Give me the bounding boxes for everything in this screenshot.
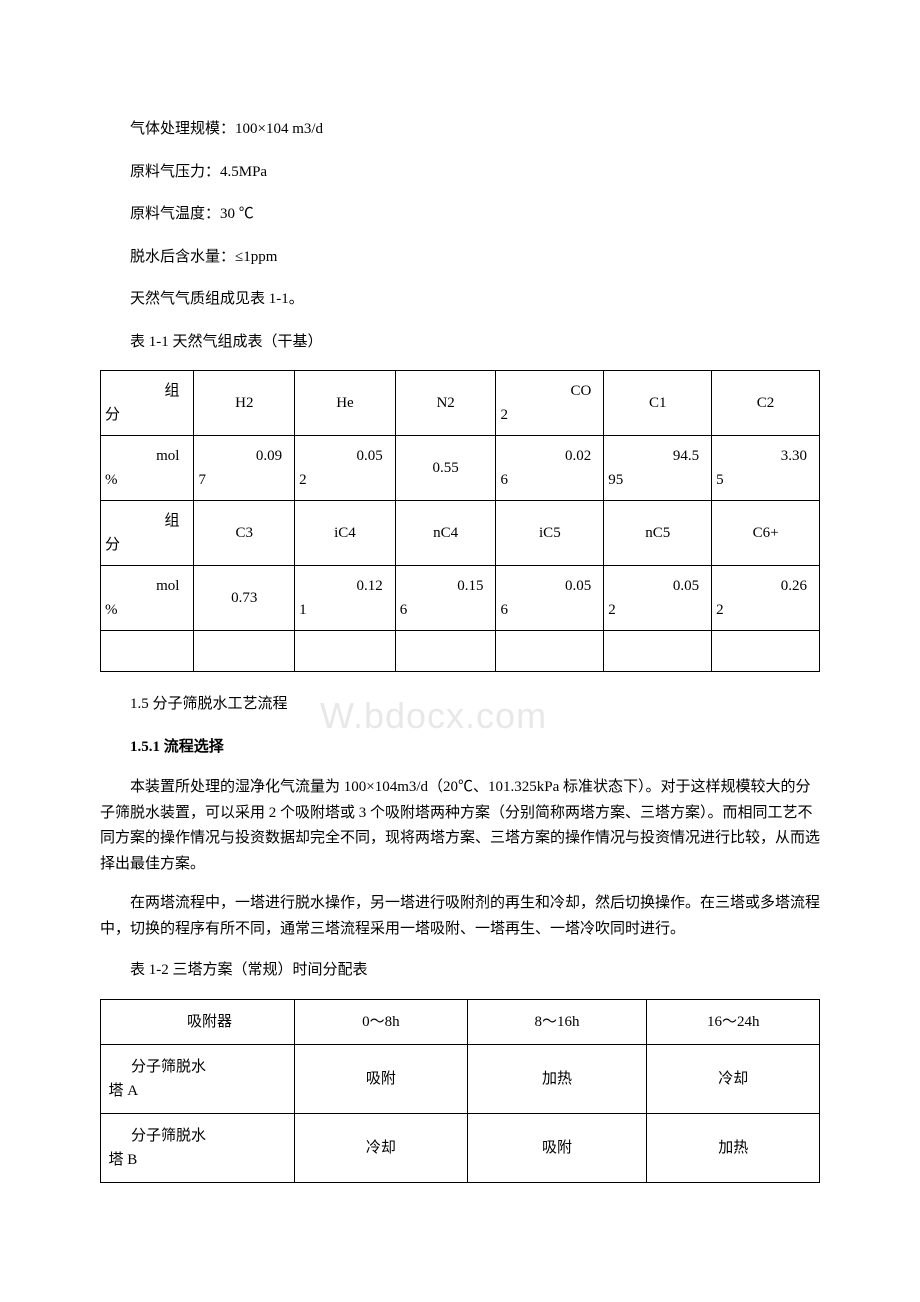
table-row <box>101 631 820 672</box>
cell <box>295 631 396 672</box>
cell: 冷却 <box>647 1044 820 1113</box>
cell <box>194 631 295 672</box>
gas-composition-table: 组 分 H2 He N2 CO 2 C1 C2 mol % 0.09 7 0.0… <box>100 370 820 672</box>
cell: 0.02 6 <box>496 436 604 501</box>
cell: 0.05 6 <box>496 566 604 631</box>
table2-caption: 表 1-2 三塔方案（常规）时间分配表 <box>100 956 820 985</box>
cell-label: 组 分 <box>101 501 194 566</box>
cell-label: mol % <box>101 436 194 501</box>
cell: He <box>295 371 396 436</box>
spec-processing-scale: 气体处理规模：100×104 m3/d <box>100 115 820 144</box>
section-heading-1-5-1: 1.5.1 流程选择 <box>100 733 820 762</box>
cell: 94.5 95 <box>604 436 712 501</box>
cell: C3 <box>194 501 295 566</box>
section-heading-1-5: 1.5 分子筛脱水工艺流程 W.bdocx.com <box>100 690 820 719</box>
cell: C6+ <box>712 501 820 566</box>
cell: N2 <box>395 371 496 436</box>
cell <box>604 631 712 672</box>
cell: 0.05 2 <box>295 436 396 501</box>
cell: 0.12 1 <box>295 566 396 631</box>
cell: 0.26 2 <box>712 566 820 631</box>
cell: 加热 <box>467 1044 647 1113</box>
cell: 分子筛脱水 塔 A <box>101 1044 295 1113</box>
cell: 加热 <box>647 1113 820 1182</box>
cell-header: 0～8h <box>295 999 468 1044</box>
cell <box>395 631 496 672</box>
table-row: 组 分 H2 He N2 CO 2 C1 C2 <box>101 371 820 436</box>
cell: 冷却 <box>295 1113 468 1182</box>
cell-header: 16～24h <box>647 999 820 1044</box>
spec-composition-ref: 天然气气质组成见表 1-1。 <box>100 285 820 314</box>
cell: C2 <box>712 371 820 436</box>
cell-header: 8～16h <box>467 999 647 1044</box>
cell: H2 <box>194 371 295 436</box>
spec-water-content: 脱水后含水量：≤1ppm <box>100 243 820 272</box>
cell: iC4 <box>295 501 396 566</box>
cell: CO 2 <box>496 371 604 436</box>
cell <box>712 631 820 672</box>
cell: nC5 <box>604 501 712 566</box>
cell <box>496 631 604 672</box>
table-row: 组 分 C3 iC4 nC4 iC5 nC5 C6+ <box>101 501 820 566</box>
cell: nC4 <box>395 501 496 566</box>
cell: 0.05 2 <box>604 566 712 631</box>
time-allocation-table: 吸附器 0～8h 8～16h 16～24h 分子筛脱水 塔 A 吸附 加热 冷却… <box>100 999 820 1183</box>
cell <box>101 631 194 672</box>
spec-temperature: 原料气温度：30 ℃ <box>100 200 820 229</box>
table-row: 分子筛脱水 塔 B 冷却 吸附 加热 <box>101 1113 820 1182</box>
spec-pressure: 原料气压力：4.5MPa <box>100 158 820 187</box>
cell: 分子筛脱水 塔 B <box>101 1113 295 1182</box>
cell: 3.30 5 <box>712 436 820 501</box>
cell: 0.15 6 <box>395 566 496 631</box>
cell: 吸附 <box>467 1113 647 1182</box>
table-row: mol % 0.73 0.12 1 0.15 6 0.05 6 0.05 2 0… <box>101 566 820 631</box>
table-row: 吸附器 0～8h 8～16h 16～24h <box>101 999 820 1044</box>
cell: 吸附 <box>295 1044 468 1113</box>
body-paragraph-1: 本装置所处理的湿净化气流量为 100×104m3/d（20℃、101.325kP… <box>100 775 820 877</box>
table-row: mol % 0.09 7 0.05 2 0.55 0.02 6 94.5 95 … <box>101 436 820 501</box>
body-paragraph-2: 在两塔流程中，一塔进行脱水操作，另一塔进行吸附剂的再生和冷却，然后切换操作。在三… <box>100 891 820 942</box>
cell-label: 组 分 <box>101 371 194 436</box>
table1-caption: 表 1-1 天然气组成表（干基） <box>100 328 820 357</box>
cell: C1 <box>604 371 712 436</box>
cell: 0.09 7 <box>194 436 295 501</box>
table-row: 分子筛脱水 塔 A 吸附 加热 冷却 <box>101 1044 820 1113</box>
cell: 0.73 <box>194 566 295 631</box>
cell-header: 吸附器 <box>101 999 295 1044</box>
cell-label: mol % <box>101 566 194 631</box>
cell: iC5 <box>496 501 604 566</box>
cell: 0.55 <box>395 436 496 501</box>
